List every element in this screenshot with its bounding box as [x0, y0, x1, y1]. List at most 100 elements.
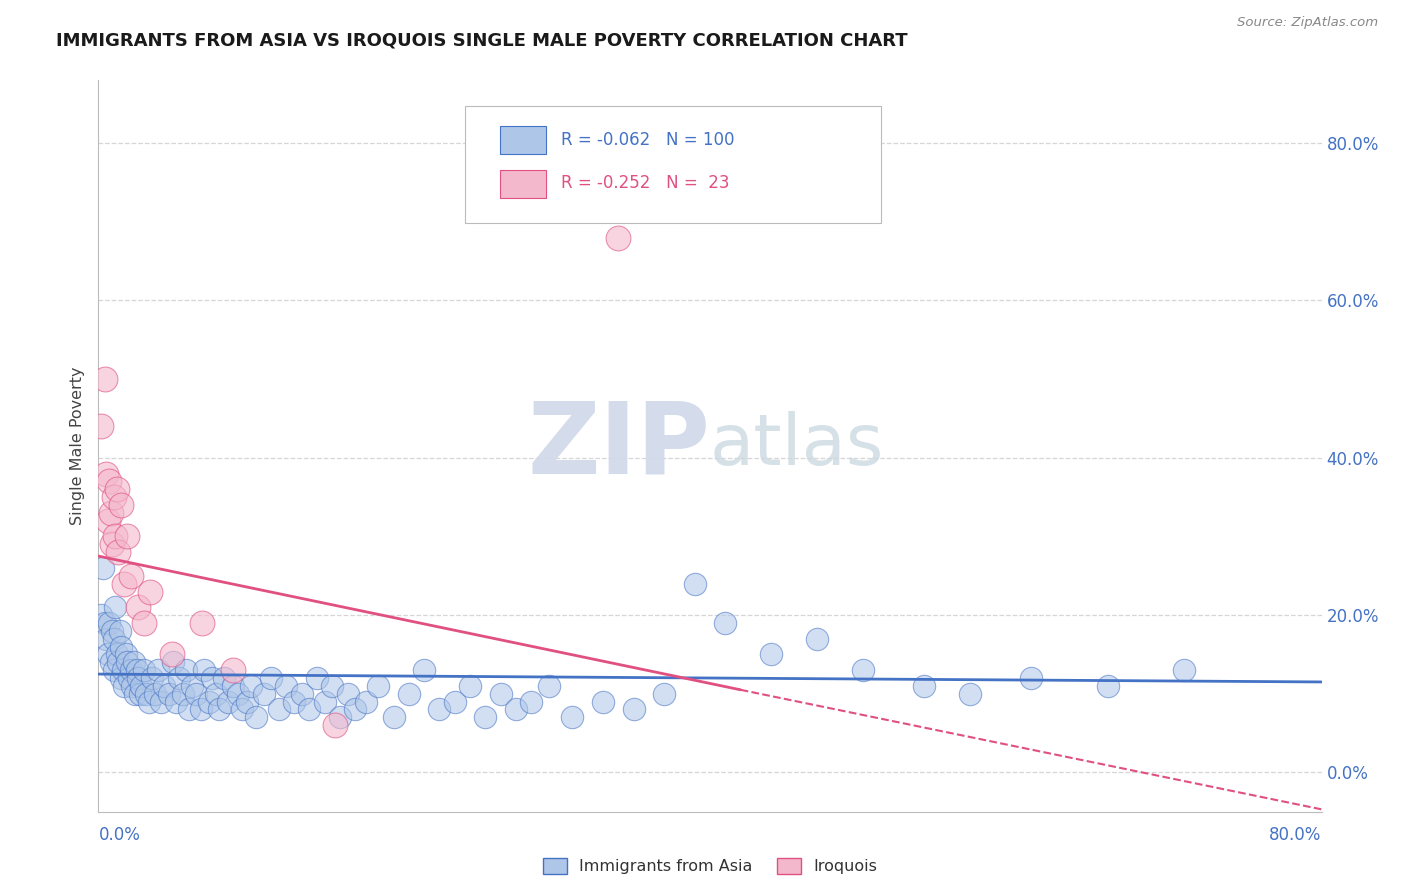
Point: [212, 671, 235, 685]
Point: [307, 671, 329, 685]
Point: [180, 679, 202, 693]
Point: [344, 702, 367, 716]
Point: [91, 561, 114, 575]
FancyBboxPatch shape: [499, 127, 546, 154]
Point: [103, 490, 125, 504]
Point: [134, 663, 156, 677]
Point: [97, 648, 120, 662]
Point: [186, 687, 208, 701]
Text: 0.0%: 0.0%: [98, 826, 141, 844]
Point: [157, 687, 180, 701]
FancyBboxPatch shape: [465, 106, 882, 223]
Point: [607, 230, 630, 244]
Point: [193, 663, 215, 677]
Point: [127, 600, 149, 615]
Point: [200, 671, 222, 685]
Point: [592, 695, 614, 709]
Point: [112, 679, 135, 693]
Point: [97, 514, 120, 528]
Point: [329, 710, 352, 724]
Point: [135, 687, 157, 701]
Point: [153, 679, 176, 693]
Point: [1173, 663, 1195, 677]
Point: [177, 702, 200, 716]
Point: [1097, 679, 1119, 693]
Point: [458, 679, 481, 693]
Point: [124, 687, 146, 701]
Point: [112, 576, 135, 591]
Point: [561, 710, 583, 724]
Point: [107, 545, 129, 559]
Point: [101, 537, 124, 551]
Point: [127, 671, 149, 685]
Point: [336, 687, 359, 701]
Point: [520, 695, 543, 709]
Point: [197, 695, 219, 709]
Point: [117, 655, 139, 669]
Point: [191, 615, 214, 630]
Point: [141, 671, 163, 685]
Text: atlas: atlas: [710, 411, 884, 481]
Point: [101, 624, 124, 638]
Point: [94, 632, 117, 646]
Point: [231, 702, 253, 716]
Point: [759, 648, 782, 662]
Point: [260, 671, 283, 685]
Point: [165, 695, 187, 709]
Point: [110, 498, 132, 512]
Point: [429, 702, 451, 716]
Point: [146, 663, 169, 677]
FancyBboxPatch shape: [499, 170, 546, 198]
Point: [245, 710, 267, 724]
Point: [143, 687, 166, 701]
Point: [110, 671, 132, 685]
Point: [138, 695, 160, 709]
Point: [217, 695, 239, 709]
Point: [1019, 671, 1042, 685]
Point: [169, 671, 191, 685]
Point: [115, 648, 138, 662]
Point: [94, 467, 117, 481]
Point: [321, 679, 343, 693]
Point: [267, 702, 290, 716]
Point: [474, 710, 496, 724]
Text: R = -0.252   N =  23: R = -0.252 N = 23: [561, 175, 730, 193]
Text: ZIP: ZIP: [527, 398, 710, 494]
Text: IMMIGRANTS FROM ASIA VS IROQUOIS SINGLE MALE POVERTY CORRELATION CHART: IMMIGRANTS FROM ASIA VS IROQUOIS SINGLE …: [56, 31, 908, 49]
Text: 80.0%: 80.0%: [1270, 826, 1322, 844]
Point: [103, 632, 125, 646]
Point: [110, 640, 132, 654]
Point: [111, 663, 134, 677]
Point: [190, 702, 212, 716]
Point: [912, 679, 935, 693]
Text: Source: ZipAtlas.com: Source: ZipAtlas.com: [1237, 16, 1378, 29]
Point: [489, 687, 512, 701]
Point: [105, 482, 128, 496]
Point: [398, 687, 420, 701]
Point: [367, 679, 389, 693]
Point: [174, 663, 197, 677]
Point: [959, 687, 981, 701]
Point: [105, 648, 128, 662]
Point: [160, 648, 183, 662]
Point: [108, 624, 131, 638]
Point: [162, 655, 184, 669]
Point: [98, 615, 121, 630]
Legend: Immigrants from Asia, Iroquois: Immigrants from Asia, Iroquois: [536, 851, 884, 880]
Point: [93, 615, 115, 630]
Point: [652, 687, 675, 701]
Point: [104, 529, 127, 543]
Point: [291, 687, 314, 701]
Point: [129, 679, 152, 693]
Point: [252, 687, 274, 701]
Point: [276, 679, 298, 693]
Point: [122, 655, 145, 669]
Point: [683, 576, 706, 591]
Point: [208, 702, 231, 716]
Point: [104, 600, 127, 615]
Point: [134, 615, 156, 630]
Point: [125, 663, 148, 677]
Point: [283, 695, 305, 709]
Point: [93, 372, 115, 386]
Point: [852, 663, 875, 677]
